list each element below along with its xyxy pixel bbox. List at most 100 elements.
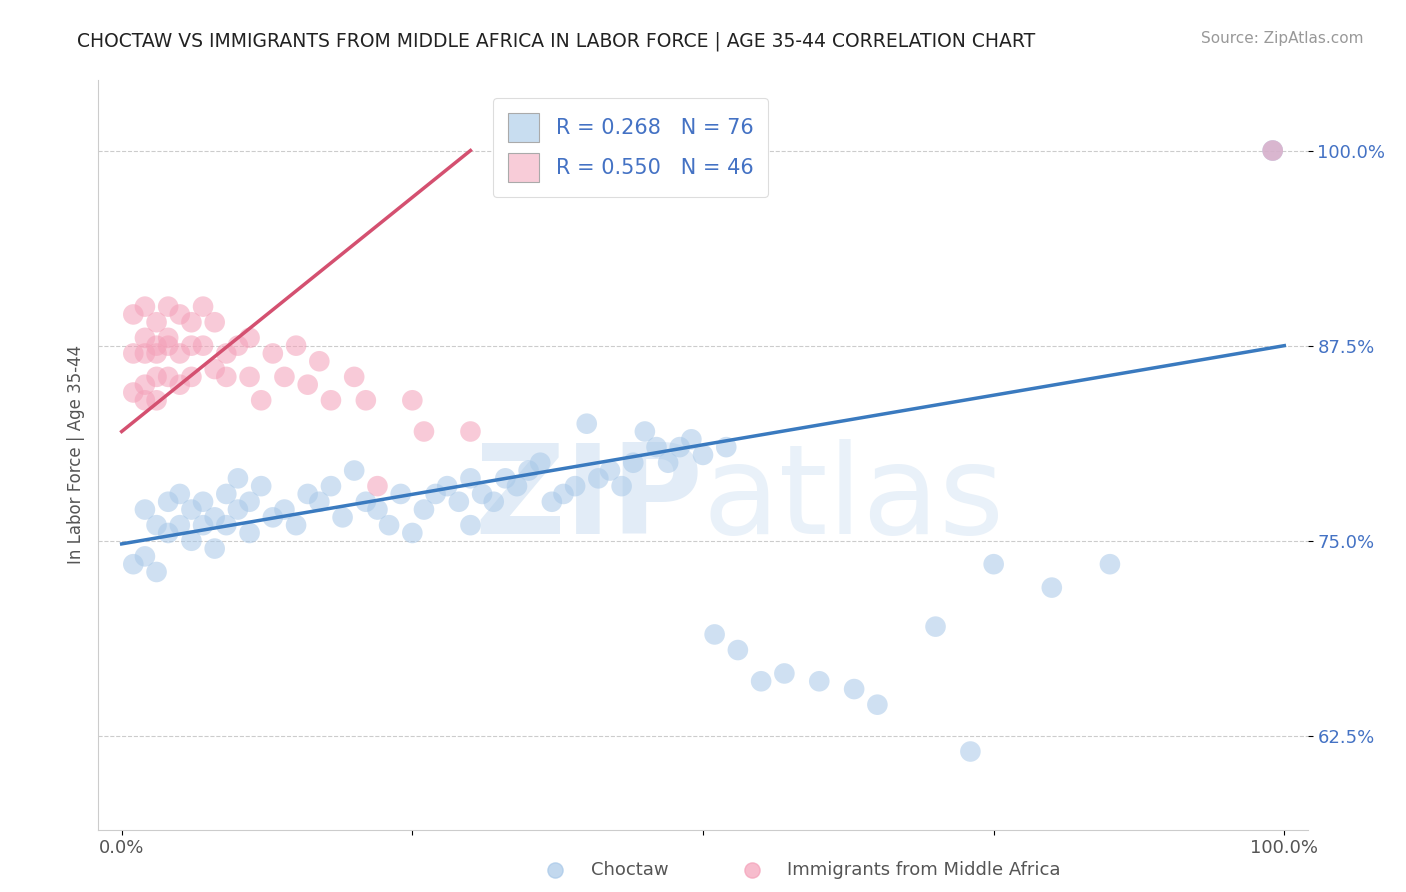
Point xyxy=(716,440,738,454)
Point xyxy=(226,502,249,516)
Point xyxy=(145,315,167,329)
Point xyxy=(436,479,458,493)
Point xyxy=(134,549,156,564)
Point xyxy=(1098,557,1121,572)
Point xyxy=(157,300,180,314)
Point xyxy=(425,487,447,501)
Point xyxy=(180,533,202,548)
Point xyxy=(122,346,145,360)
Point xyxy=(506,479,529,493)
Point xyxy=(226,471,249,485)
Point xyxy=(215,369,238,384)
Point xyxy=(169,377,191,392)
Point xyxy=(924,620,946,634)
Point xyxy=(191,338,214,352)
Point xyxy=(808,674,831,689)
Point xyxy=(343,369,366,384)
Text: Immigrants from Middle Africa: Immigrants from Middle Africa xyxy=(787,861,1062,879)
Point xyxy=(250,479,273,493)
Point xyxy=(169,307,191,321)
Point xyxy=(588,471,610,485)
Point xyxy=(599,463,621,477)
Point xyxy=(226,338,249,352)
Point xyxy=(773,666,796,681)
Point xyxy=(145,518,167,533)
Point xyxy=(157,525,180,540)
Point xyxy=(959,744,981,758)
Point xyxy=(413,425,436,439)
Point xyxy=(204,362,226,376)
Point xyxy=(529,456,551,470)
Point xyxy=(180,502,202,516)
Point xyxy=(354,494,377,508)
Point xyxy=(215,487,238,501)
Y-axis label: In Labor Force | Age 35-44: In Labor Force | Age 35-44 xyxy=(66,345,84,565)
Point xyxy=(319,479,342,493)
Point xyxy=(517,463,540,477)
Point xyxy=(180,338,202,352)
Point xyxy=(401,525,423,540)
Point xyxy=(262,510,284,524)
Point xyxy=(540,494,562,508)
Point xyxy=(297,487,319,501)
Point xyxy=(250,393,273,408)
Point xyxy=(273,502,295,516)
Point xyxy=(215,346,238,360)
Point xyxy=(215,518,238,533)
Point xyxy=(134,331,156,345)
Point xyxy=(204,541,226,556)
Point xyxy=(308,494,330,508)
Point xyxy=(134,346,156,360)
Point xyxy=(494,471,516,485)
Point xyxy=(180,315,202,329)
Point xyxy=(122,557,145,572)
Point xyxy=(145,346,167,360)
Point xyxy=(621,456,644,470)
Legend: R = 0.268   N = 76, R = 0.550   N = 46: R = 0.268 N = 76, R = 0.550 N = 46 xyxy=(494,98,768,197)
Point xyxy=(401,393,423,408)
Point xyxy=(191,518,214,533)
Point xyxy=(134,393,156,408)
Point xyxy=(332,510,354,524)
Point xyxy=(169,487,191,501)
Text: ZIP: ZIP xyxy=(474,440,703,560)
Point xyxy=(844,681,866,696)
Point xyxy=(575,417,598,431)
Point xyxy=(145,369,167,384)
Point xyxy=(447,494,470,508)
Point xyxy=(610,479,633,493)
Text: CHOCTAW VS IMMIGRANTS FROM MIDDLE AFRICA IN LABOR FORCE | AGE 35-44 CORRELATION : CHOCTAW VS IMMIGRANTS FROM MIDDLE AFRICA… xyxy=(77,31,1036,51)
Point xyxy=(366,502,388,516)
Point xyxy=(319,393,342,408)
Point xyxy=(703,627,725,641)
Point xyxy=(239,525,262,540)
Point xyxy=(134,377,156,392)
Point xyxy=(378,518,401,533)
Point xyxy=(262,346,284,360)
Point xyxy=(460,518,482,533)
Point xyxy=(285,338,308,352)
Point xyxy=(122,307,145,321)
Text: atlas: atlas xyxy=(703,440,1005,560)
Point xyxy=(389,487,412,501)
Point xyxy=(645,440,668,454)
Point xyxy=(1261,144,1284,158)
Text: Source: ZipAtlas.com: Source: ZipAtlas.com xyxy=(1201,31,1364,46)
Point xyxy=(354,393,377,408)
Point xyxy=(204,315,226,329)
Point xyxy=(157,494,180,508)
Point xyxy=(727,643,749,657)
Point xyxy=(343,463,366,477)
Point xyxy=(553,487,575,501)
Point xyxy=(134,300,156,314)
Point xyxy=(749,674,772,689)
Point xyxy=(145,338,167,352)
Point xyxy=(297,377,319,392)
Point xyxy=(145,393,167,408)
Point xyxy=(169,518,191,533)
Point xyxy=(157,369,180,384)
Point xyxy=(366,479,388,493)
Point xyxy=(634,425,657,439)
Point xyxy=(134,502,156,516)
Text: Choctaw: Choctaw xyxy=(591,861,668,879)
